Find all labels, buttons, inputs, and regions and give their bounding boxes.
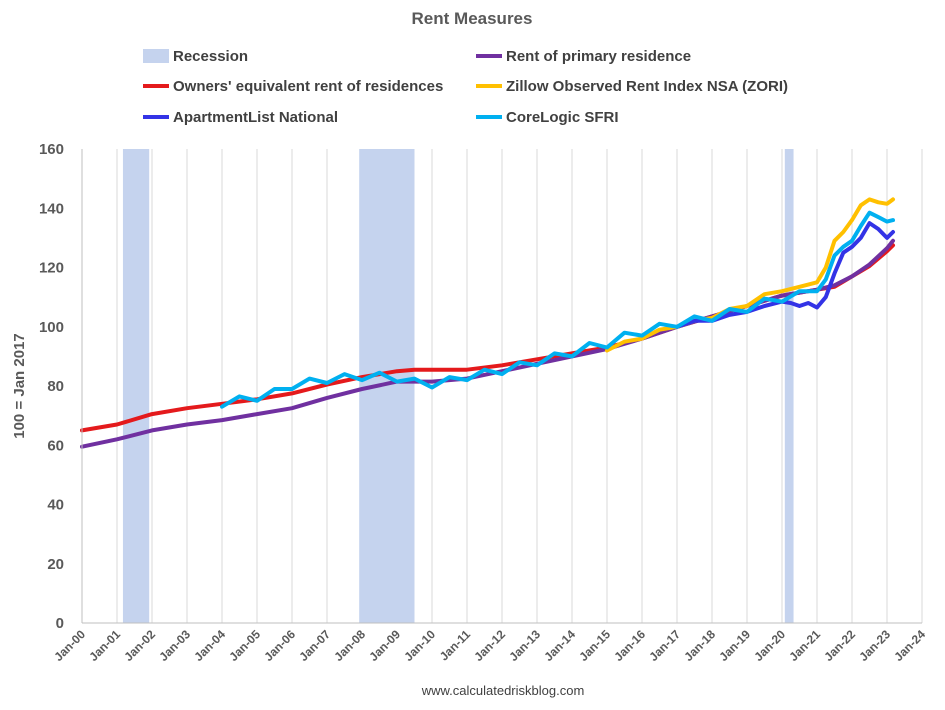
series-line-owners-equivalent-rent-of-residences xyxy=(80,243,895,433)
legend-label: Rent of primary residence xyxy=(506,48,691,65)
legend-item-owners-equivalent-rent-of-residences: Owners' equivalent rent of residences xyxy=(143,78,443,95)
y-tick-label: 140 xyxy=(39,200,64,217)
x-tick-label: Jan-12 xyxy=(471,627,508,664)
legend-label: ApartmentList National xyxy=(173,109,338,126)
x-tick-labels: Jan-00Jan-01Jan-02Jan-03Jan-04Jan-05Jan-… xyxy=(51,627,928,664)
y-tick-label: 160 xyxy=(39,141,64,158)
axes xyxy=(81,149,922,624)
source-footer: www.calculatedriskblog.com xyxy=(421,683,585,698)
y-tick-labels: 0 20 40 60 80 100 120 140 160 xyxy=(39,141,64,632)
legend-label: Zillow Observed Rent Index NSA (ZORI) xyxy=(506,78,788,95)
x-tick-label: Jan-10 xyxy=(401,627,438,664)
legend-item-apartmentlist-national: ApartmentList National xyxy=(143,109,338,126)
x-tick-label: Jan-17 xyxy=(646,627,683,664)
x-tick-label: Jan-09 xyxy=(366,627,403,664)
series-line-rent-of-primary-residence xyxy=(80,238,895,449)
y-tick-label: 120 xyxy=(39,260,64,277)
x-tick-label: Jan-01 xyxy=(86,627,123,664)
x-tick-label: Jan-07 xyxy=(296,627,333,664)
y-tick-label: 40 xyxy=(47,497,64,514)
x-tick-label: Jan-18 xyxy=(681,627,718,664)
legend-label: Recession xyxy=(173,48,248,65)
series-line-apartmentlist-national xyxy=(675,221,895,329)
series-line-zillow-observed-rent-index-nsa-zori xyxy=(605,197,895,353)
legend-item-zillow-observed-rent-index-nsa-zori: Zillow Observed Rent Index NSA (ZORI) xyxy=(476,78,788,95)
legend-item-corelogic-sfri: CoreLogic SFRI xyxy=(476,109,619,126)
plot-area: 0 20 40 60 80 100 120 140 160 Jan-00Jan-01Jan-02… xyxy=(39,141,928,664)
x-tick-label: Jan-00 xyxy=(51,627,88,664)
series-line-corelogic-sfri xyxy=(220,210,895,409)
x-tick-label: Jan-23 xyxy=(856,627,893,664)
legend-label: CoreLogic SFRI xyxy=(506,109,619,126)
recession-band xyxy=(122,149,150,623)
legend: Recession Rent of primary residence Owners… xyxy=(143,48,788,126)
x-tick-label: Jan-20 xyxy=(751,627,788,664)
x-tick-label: Jan-02 xyxy=(121,627,158,664)
x-tick-label: Jan-05 xyxy=(226,627,263,664)
legend-item-recession: Recession xyxy=(143,48,248,65)
y-tick-label: 0 xyxy=(56,615,64,632)
x-tick-label: Jan-14 xyxy=(541,627,578,664)
x-tick-label: Jan-03 xyxy=(156,627,193,664)
x-tick-label: Jan-24 xyxy=(891,627,928,664)
y-tick-label: 60 xyxy=(47,437,64,454)
legend-label: Owners' equivalent rent of residences xyxy=(173,78,443,95)
x-tick-label: Jan-13 xyxy=(506,627,543,664)
chart-title: Rent Measures xyxy=(412,9,533,28)
recession-bands xyxy=(122,149,794,623)
x-tick-label: Jan-21 xyxy=(786,627,823,664)
series-lines xyxy=(80,197,895,449)
recession-band xyxy=(784,149,794,623)
y-tick-label: 100 xyxy=(39,319,64,336)
x-tick-label: Jan-08 xyxy=(331,627,368,664)
y-tick-label: 20 xyxy=(47,556,64,573)
y-tick-label: 80 xyxy=(47,378,64,395)
x-tick-label: Jan-22 xyxy=(821,627,858,664)
x-tick-label: Jan-04 xyxy=(191,627,228,664)
x-tick-label: Jan-19 xyxy=(716,627,753,664)
x-tick-label: Jan-06 xyxy=(261,627,298,664)
x-tick-label: Jan-16 xyxy=(611,627,648,664)
y-axis-label: 100 = Jan 2017 xyxy=(11,333,28,439)
legend-item-rent-of-primary-residence: Rent of primary residence xyxy=(476,48,691,65)
x-tick-label: Jan-15 xyxy=(576,627,613,664)
legend-swatch xyxy=(143,49,169,63)
x-tick-label: Jan-11 xyxy=(437,627,474,664)
gridlines xyxy=(81,149,923,623)
